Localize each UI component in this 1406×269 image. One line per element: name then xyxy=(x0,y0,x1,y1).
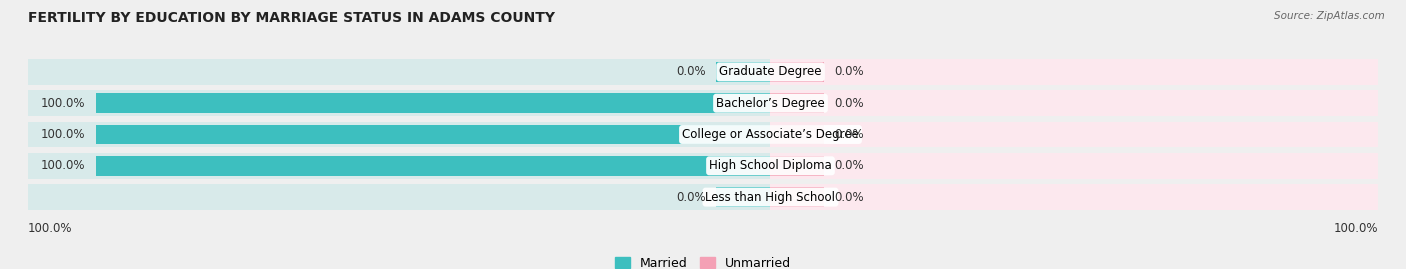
Text: 100.0%: 100.0% xyxy=(28,221,73,235)
Text: 100.0%: 100.0% xyxy=(1333,221,1378,235)
Text: 0.0%: 0.0% xyxy=(835,128,865,141)
Bar xyxy=(96,125,770,144)
Text: 100.0%: 100.0% xyxy=(41,159,86,172)
Text: Bachelor’s Degree: Bachelor’s Degree xyxy=(716,97,825,110)
Bar xyxy=(28,153,770,179)
Bar xyxy=(96,94,770,113)
Legend: Married, Unmarried: Married, Unmarried xyxy=(610,252,796,269)
Text: 0.0%: 0.0% xyxy=(835,97,865,110)
Text: 0.0%: 0.0% xyxy=(835,159,865,172)
Bar xyxy=(770,62,824,82)
Text: Source: ZipAtlas.com: Source: ZipAtlas.com xyxy=(1274,11,1385,21)
Bar xyxy=(28,90,770,116)
Text: 0.0%: 0.0% xyxy=(676,191,706,204)
Text: 100.0%: 100.0% xyxy=(41,97,86,110)
Bar xyxy=(770,156,824,175)
Bar xyxy=(770,153,1378,179)
Text: 100.0%: 100.0% xyxy=(41,128,86,141)
Text: FERTILITY BY EDUCATION BY MARRIAGE STATUS IN ADAMS COUNTY: FERTILITY BY EDUCATION BY MARRIAGE STATU… xyxy=(28,11,555,25)
Text: 0.0%: 0.0% xyxy=(835,191,865,204)
Text: Less than High School: Less than High School xyxy=(706,191,835,204)
Bar xyxy=(770,184,1378,210)
Bar xyxy=(770,94,824,113)
Bar xyxy=(28,184,770,210)
Bar xyxy=(717,187,770,207)
Text: Graduate Degree: Graduate Degree xyxy=(720,65,821,78)
Bar xyxy=(770,122,1378,147)
Bar xyxy=(770,187,824,207)
Bar xyxy=(770,59,1378,85)
Text: High School Diploma: High School Diploma xyxy=(709,159,832,172)
Bar xyxy=(96,156,770,175)
Bar xyxy=(28,122,770,147)
Text: 0.0%: 0.0% xyxy=(676,65,706,78)
Bar xyxy=(717,62,770,82)
Bar xyxy=(770,90,1378,116)
Bar xyxy=(770,125,824,144)
Text: 0.0%: 0.0% xyxy=(835,65,865,78)
Text: College or Associate’s Degree: College or Associate’s Degree xyxy=(682,128,859,141)
Bar xyxy=(28,59,770,85)
